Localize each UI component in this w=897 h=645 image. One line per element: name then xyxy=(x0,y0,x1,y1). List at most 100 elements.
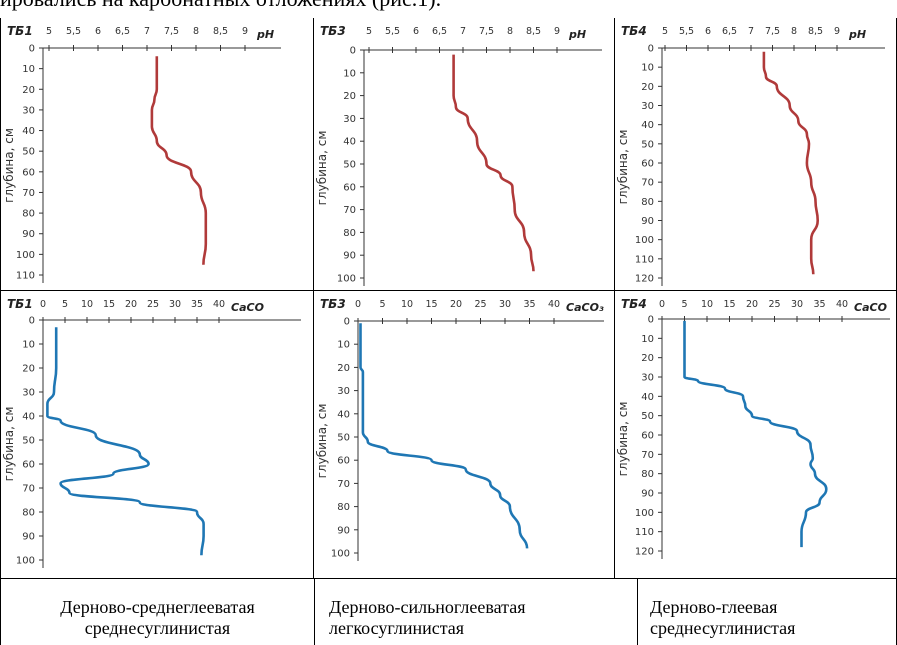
y-tick-label: 60 xyxy=(641,159,654,170)
panel-label: ТБ3 xyxy=(320,297,346,311)
x-tick-label: 5,5 xyxy=(385,26,400,37)
y-tick-label: 70 xyxy=(343,205,356,216)
y-tick-label: 100 xyxy=(635,235,654,246)
x-axis-label: pH xyxy=(568,28,586,41)
series-line xyxy=(359,323,529,549)
soil-type-line: Дерново-среднеглееватая xyxy=(60,597,255,617)
x-tick-label: 8 xyxy=(507,26,513,37)
y-tick-label: 20 xyxy=(22,364,35,375)
y-tick-label: 10 xyxy=(641,63,654,74)
y-tick-label: 60 xyxy=(337,456,350,467)
x-tick-label: 35 xyxy=(523,299,535,310)
chart-caco3-tb3: ТБ3 0 5 10 15 20 25 30 35 40 CaCO₃ 0 10 20 30 40 50 60 70 8… xyxy=(315,297,604,561)
x-axis-label: pH xyxy=(256,28,274,41)
y-tick-label: 60 xyxy=(22,167,35,178)
y-tick-label: 30 xyxy=(343,114,356,125)
grid-divider-middle xyxy=(0,290,897,291)
y-tick-label: 10 xyxy=(337,340,350,351)
x-tick-label: 40 xyxy=(548,299,560,310)
y-tick-label: 100 xyxy=(635,508,654,519)
x-tick-label: 7,5 xyxy=(479,26,494,37)
y-tick-label: 30 xyxy=(641,101,654,112)
x-tick-label: 15 xyxy=(103,299,115,310)
y-tick-label: 90 xyxy=(641,489,654,500)
x-axis-label: CaCO₃ xyxy=(566,301,604,314)
soil-type-cell: Дерново-глеевая среднесуглинистая xyxy=(637,579,897,645)
x-tick-label: 9 xyxy=(242,26,248,37)
x-tick-label: 10 xyxy=(81,299,93,310)
y-axis-label: глубина, см xyxy=(616,130,630,205)
x-tick-label: 6 xyxy=(705,26,711,37)
y-tick-label: 30 xyxy=(641,373,654,384)
x-tick-label: 6 xyxy=(95,26,101,37)
x-tick-label: 8,5 xyxy=(526,26,541,37)
x-tick-label: 40 xyxy=(836,299,848,310)
soil-type-cell: Дерново-среднеглееватая среднесуглиниста… xyxy=(0,579,314,645)
y-tick-label: 20 xyxy=(22,85,35,96)
y-tick-label: 90 xyxy=(22,229,35,240)
y-tick-label: 50 xyxy=(343,160,356,171)
x-tick-label: 6,5 xyxy=(432,26,447,37)
x-tick-label: 0 xyxy=(659,299,665,310)
panel-label: ТБ4 xyxy=(621,24,647,38)
y-tick-label: 40 xyxy=(22,126,35,137)
y-tick-label: 110 xyxy=(635,254,654,265)
x-tick-label: 35 xyxy=(191,299,203,310)
x-tick-label: 10 xyxy=(701,299,713,310)
x-tick-label: 9 xyxy=(554,26,560,37)
y-tick-label: 100 xyxy=(16,250,35,261)
x-tick-label: 20 xyxy=(746,299,758,310)
x-tick-label: 25 xyxy=(768,299,780,310)
x-tick-label: 0 xyxy=(355,299,361,310)
chart-ph-tb3: ТБ3 5 5,5 6 6,5 7 7,5 8 8,5 9 pH 0 10 20 30 40 50 60 70 80 9… xyxy=(315,24,602,286)
y-tick-label: 30 xyxy=(22,105,35,116)
grid-divider-2 xyxy=(614,18,615,578)
x-tick-label: 30 xyxy=(169,299,181,310)
y-tick-label: 70 xyxy=(337,479,350,490)
figure-caption-fragment: ировались на карбонатных отложениях (рис… xyxy=(0,0,897,16)
x-tick-label: 5 xyxy=(662,26,668,37)
x-tick-label: 5 xyxy=(62,299,68,310)
y-tick-label: 20 xyxy=(641,82,654,93)
y-tick-label: 40 xyxy=(641,392,654,403)
y-tick-label: 80 xyxy=(337,502,350,513)
x-axis-label: CaCO xyxy=(854,301,887,314)
x-tick-label: 6,5 xyxy=(722,26,737,37)
y-tick-label: 0 xyxy=(648,44,654,55)
x-tick-label: 10 xyxy=(401,299,413,310)
y-tick-label: 80 xyxy=(641,197,654,208)
y-tick-label: 120 xyxy=(635,547,654,558)
y-tick-label: 10 xyxy=(22,64,35,75)
x-tick-label: 7,5 xyxy=(164,26,179,37)
chart-ph-tb1: ТБ1 5 5,5 6 6,5 7 7,5 8 8,5 9 pH 0 10 20 30 40 50 60 70 80 9… xyxy=(2,24,281,283)
x-tick-label: 25 xyxy=(147,299,159,310)
x-tick-label: 6 xyxy=(413,26,419,37)
y-tick-label: 20 xyxy=(641,353,654,364)
y-tick-label: 20 xyxy=(337,363,350,374)
y-tick-label: 100 xyxy=(331,549,350,560)
y-tick-label: 70 xyxy=(22,188,35,199)
y-tick-label: 110 xyxy=(16,271,35,282)
y-tick-label: 40 xyxy=(337,409,350,420)
y-tick-label: 90 xyxy=(343,251,356,262)
series-line xyxy=(452,54,535,272)
x-axis-label: CaCO xyxy=(231,301,264,314)
panel-label: ТБ4 xyxy=(621,297,647,311)
soil-type-table: Дерново-среднеглееватая среднесуглиниста… xyxy=(0,578,897,645)
x-axis-label: pH xyxy=(848,28,866,41)
x-tick-label: 8,5 xyxy=(808,26,823,37)
x-tick-label: 15 xyxy=(425,299,437,310)
y-tick-label: 0 xyxy=(344,317,350,328)
panel-label: ТБ1 xyxy=(7,297,33,311)
x-tick-label: 8 xyxy=(193,26,199,37)
y-tick-label: 0 xyxy=(350,46,356,57)
y-tick-label: 70 xyxy=(641,450,654,461)
y-tick-label: 10 xyxy=(641,334,654,345)
y-tick-label: 80 xyxy=(22,508,35,519)
y-tick-label: 30 xyxy=(22,388,35,399)
chart-grid: ТБ1 5 5,5 6 6,5 7 7,5 8 8,5 9 pH 0 10 20 30 40 50 60 70 80 9… xyxy=(0,18,897,578)
panel-label: ТБ1 xyxy=(7,24,33,38)
y-tick-label: 50 xyxy=(641,411,654,422)
soil-type-line: легкосуглинистая xyxy=(329,618,465,638)
x-tick-label: 7 xyxy=(460,26,466,37)
